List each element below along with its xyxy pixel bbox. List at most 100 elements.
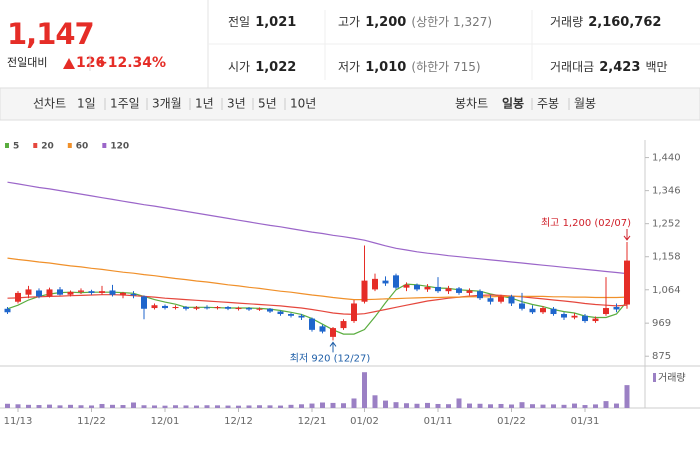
volume-bar [99,403,105,408]
volume-bar [15,404,21,408]
toolbar [0,87,700,121]
volume-bar [288,404,294,408]
toolbar-items: 선차트 1일 1주일 3개월 1년 3년 5년 10년 봉차트 일봉 주봉 월봉 [33,97,596,111]
legend-swatch [5,143,9,148]
ma-line [7,181,628,275]
volume-bar [47,404,52,408]
candle-body [130,293,137,296]
volume-bar [183,405,189,408]
change: 126 [76,55,105,71]
candle-body [235,308,242,310]
annotation: 최저 920 (12/27) [290,352,371,364]
y-tick-label: 969 [652,318,671,329]
ma-line [7,257,628,301]
candle-body [246,308,252,310]
legend-label: 5 [13,142,19,152]
candle-body [214,306,221,309]
candle-body [603,308,609,315]
period-button[interactable]: 1주일 [110,97,140,111]
volume-bar [446,404,451,408]
volume-bar [425,402,430,408]
summary-item: 전일 1,021 [228,12,296,31]
volume-bar [141,405,147,408]
candle-body [361,280,368,302]
volume-bar [362,372,367,408]
summary-label: 거래대금 [550,60,594,74]
x-tick-label: 01/02 [350,416,379,427]
summary-value: 1,021 [255,15,296,30]
candle-body [382,280,389,284]
current-price: 1,147 [7,17,94,51]
toolbar-label: 봉차트 [455,97,488,111]
candle-body [466,290,473,293]
change-label: 전일대비 [7,55,47,69]
candle-body [571,315,578,318]
period-button[interactable]: 3년 [227,97,246,111]
summary-label: 시가 [228,60,250,74]
candle-body [508,296,515,304]
candle-body [67,291,74,295]
summary-label: 저가 [338,60,360,74]
annotation: 최고 1,200 (02/07) [541,217,631,229]
period-button[interactable]: 1일 [77,97,96,111]
candle-body [414,284,420,290]
candle-period-button[interactable]: 주봉 [537,97,559,111]
y-tick-label: 1,064 [652,285,681,296]
volume-bar [624,385,630,408]
candle-period-button[interactable]: 월봉 [574,97,596,111]
volume-bar [215,405,220,408]
change-rate: +12.34% [96,55,166,71]
volume-bar [372,395,378,408]
y-tick-label: 1,346 [652,186,681,197]
legend-swatch [102,143,107,148]
x-tick-label: 01/11 [424,416,453,427]
candle-body [298,315,305,318]
volume-bar [68,404,73,408]
summary-unit: 백만 [645,60,667,74]
volume-bar [267,405,273,408]
candle-body [172,306,179,309]
chart: 1,440 1,346 1,252 1,158 1,064 969 875 11/13 11/2… [4,142,686,428]
volume-legend-swatch [653,373,656,382]
candle-body [25,289,32,295]
candle-body [393,275,399,288]
candle-body [193,307,200,309]
legend-label: 120 [110,142,129,152]
volume-bar [299,404,304,408]
volume-bar [488,404,493,408]
candle-body [225,306,231,309]
legend-swatch [33,143,38,148]
period-button[interactable]: 10년 [290,97,316,111]
x-tick-label: 11/13 [4,416,33,427]
volume-bar [530,404,535,408]
candle-body [498,296,504,302]
candle-body [277,311,284,315]
candle-body [162,305,168,309]
volume-bar [393,402,399,408]
up-arrow [63,58,75,69]
period-button[interactable]: 5년 [258,97,277,111]
volume-bar [330,402,336,408]
volume-bar [36,405,42,408]
candle-body [592,318,599,322]
volume-bar [246,405,252,408]
annotation-arrowhead [329,341,337,347]
summary-item: 시가 1,022 [228,57,296,76]
volume-bar [341,403,346,408]
summary-note: (상한가 1,327) [411,15,492,29]
period-button[interactable]: 1년 [195,97,214,111]
volume-bar [257,405,262,408]
candle-body [57,289,63,295]
volume-bar [477,403,483,408]
volume-bar [78,405,84,408]
candle-body [330,328,336,337]
candle-body [4,308,11,313]
volume-bar [519,402,525,408]
candle-body [78,290,84,292]
candle-period-button[interactable]: 일봉 [502,97,524,111]
candle-body [109,290,116,295]
period-button[interactable]: 3개월 [152,97,182,111]
volume-bar [194,405,199,408]
candle-body [372,278,378,290]
